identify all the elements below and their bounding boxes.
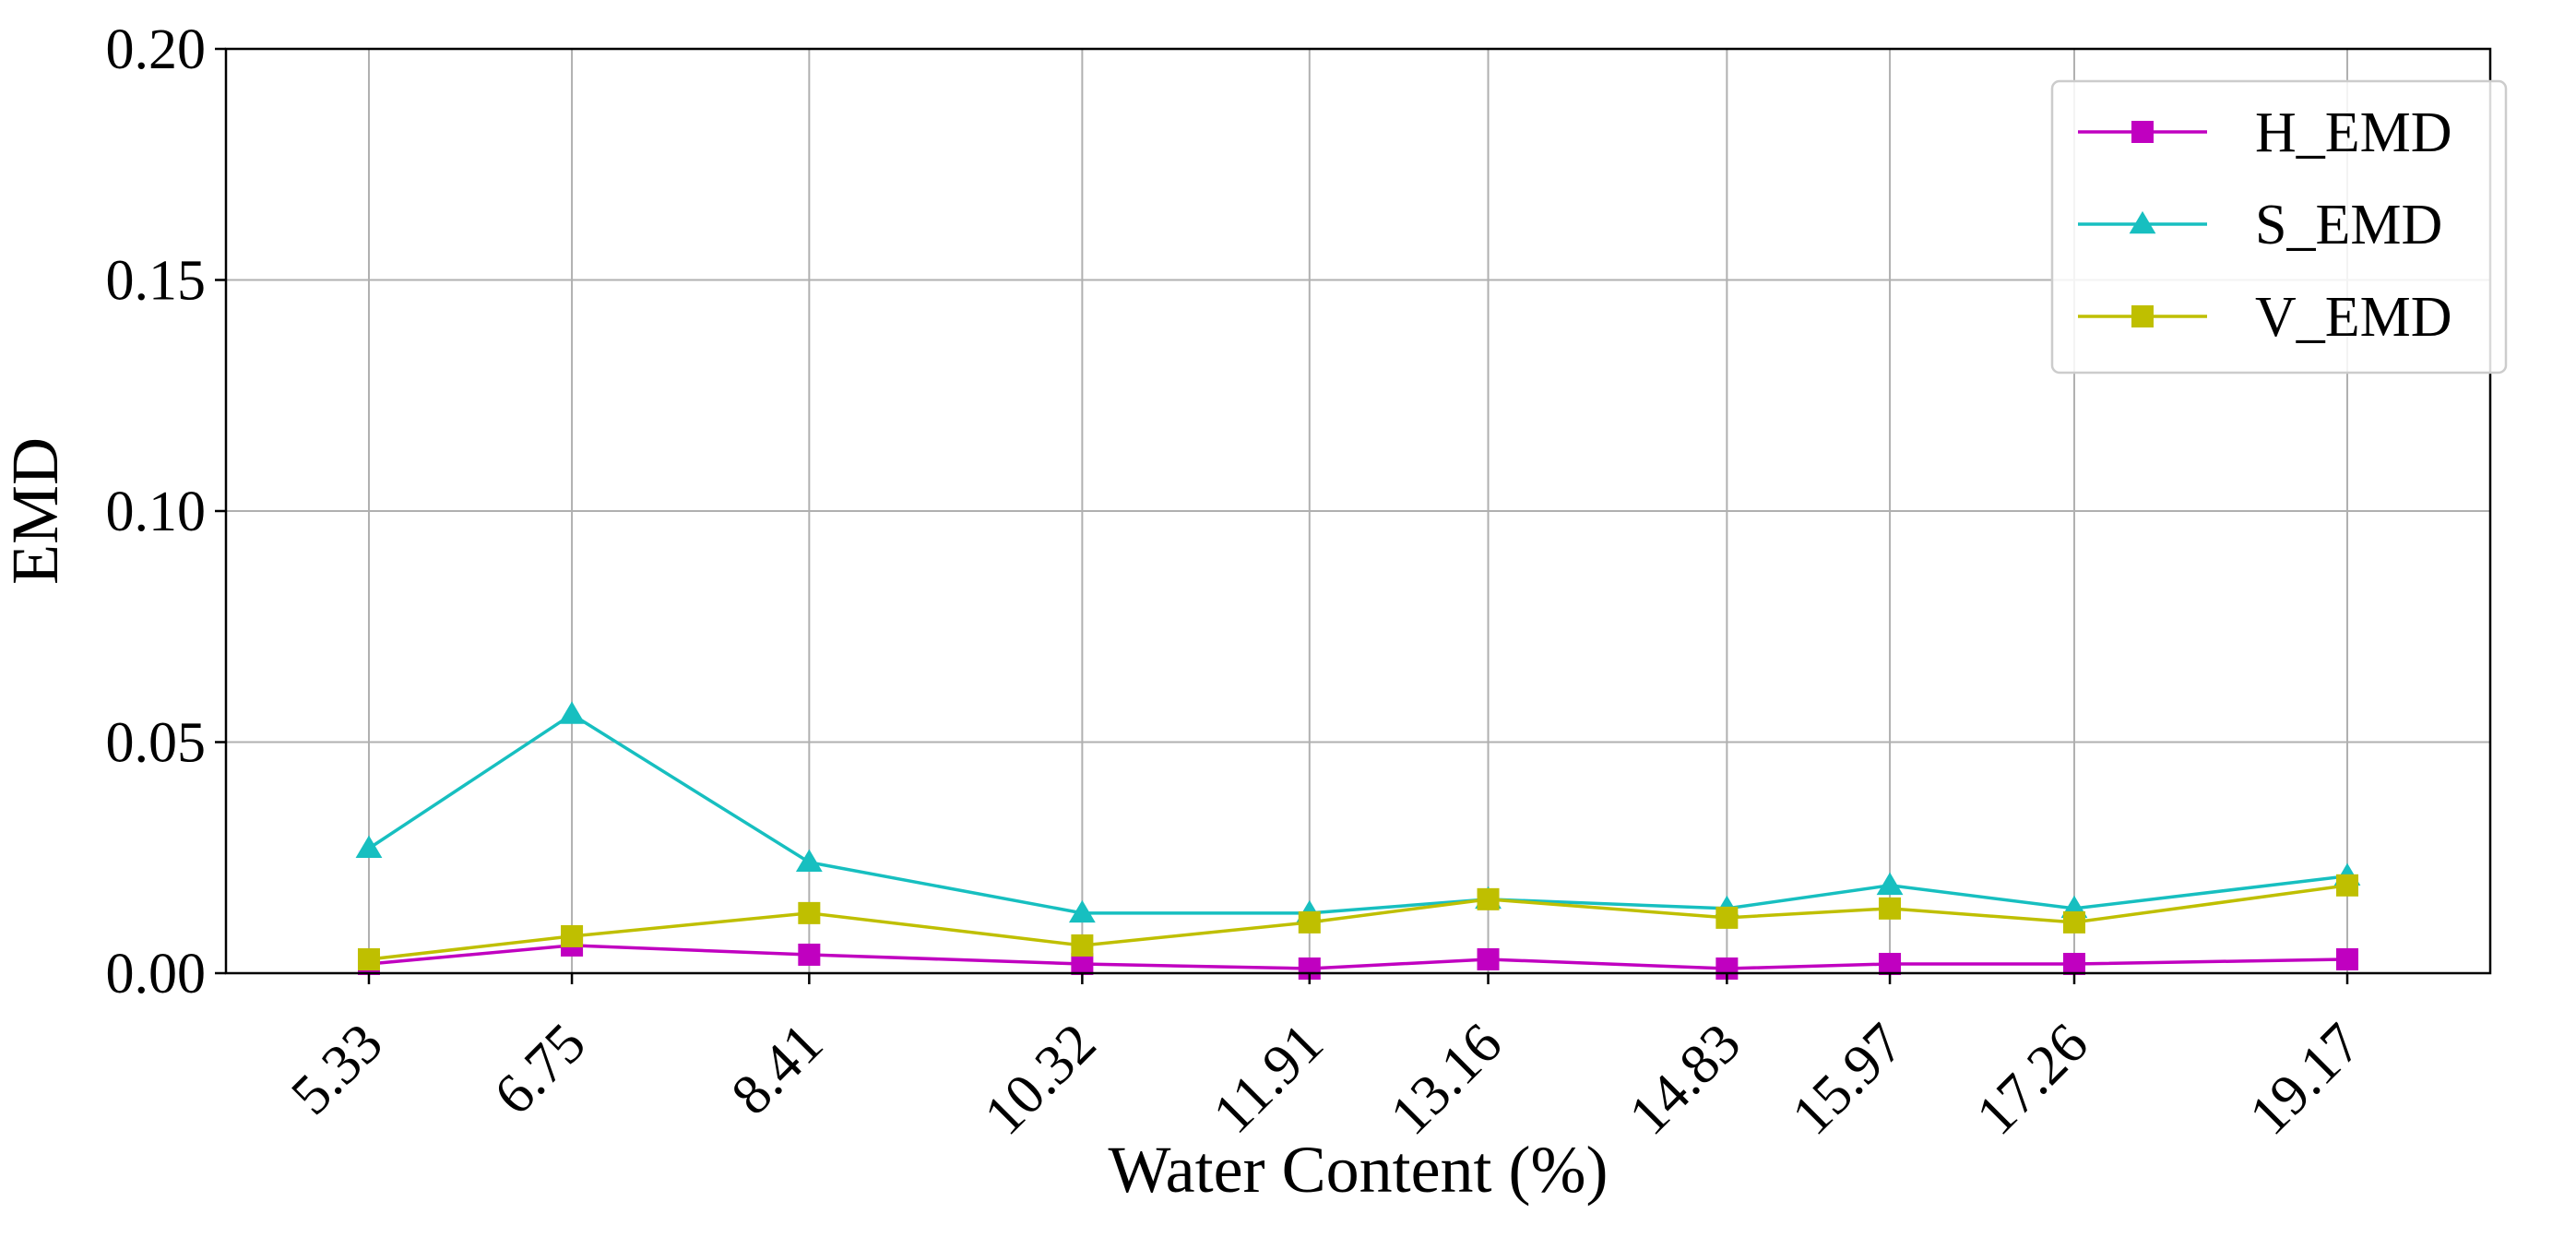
data-point [561, 924, 584, 947]
series-line [368, 944, 2348, 970]
legend-swatch-marker [2131, 121, 2154, 143]
data-point [558, 701, 586, 724]
data-point [795, 849, 823, 873]
data-point [1879, 952, 1902, 975]
legend-label: S_EMD [2255, 194, 2442, 256]
y-tick-label: 0.00 [106, 943, 207, 1005]
y-tick-label: 0.15 [106, 250, 207, 313]
legend-box [2050, 79, 2508, 375]
y-tick-label: 0.10 [106, 481, 207, 543]
legend-item: V_EMD [2078, 286, 2452, 349]
series-line [368, 884, 2348, 961]
legend: H_EMD S_EMD V_EMD [2050, 79, 2508, 375]
data-point [1071, 952, 1094, 975]
y-tick-label: 0.20 [106, 18, 207, 81]
data-point [1477, 887, 1500, 910]
legend-item: H_EMD [2078, 101, 2452, 164]
legend-item: S_EMD [2078, 194, 2442, 256]
legend-label: V_EMD [2255, 286, 2452, 349]
series-layer [355, 701, 2361, 980]
data-point [798, 901, 821, 924]
legend-swatch-marker [2131, 305, 2154, 327]
x-axis-label: Water Content (%) [1108, 1133, 1608, 1207]
data-point [2336, 947, 2359, 970]
series-line [368, 712, 2348, 915]
data-point [1068, 899, 1096, 923]
legend-swatch-marker [2129, 210, 2156, 234]
data-point [2336, 874, 2359, 897]
legend-label: H_EMD [2255, 101, 2452, 164]
data-point [357, 947, 380, 970]
data-point [1715, 906, 1739, 929]
data-point [798, 943, 821, 966]
data-point [1071, 934, 1094, 957]
data-point [1876, 872, 1904, 896]
data-point [1298, 910, 1321, 934]
series-V_EMD [357, 874, 2359, 970]
data-point [1879, 897, 1902, 920]
data-point [355, 835, 383, 858]
data-point [1477, 947, 1500, 970]
data-point [2062, 952, 2085, 975]
y-tick-label: 0.05 [106, 712, 207, 775]
y-axis-label: EMD [0, 437, 72, 585]
data-point [2062, 910, 2085, 934]
